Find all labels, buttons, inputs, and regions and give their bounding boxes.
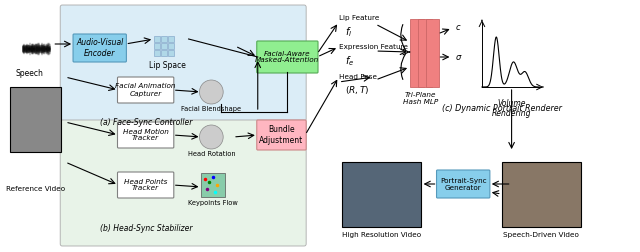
Text: Speech-Driven Video: Speech-Driven Video [503, 232, 579, 238]
Text: (a) Face-Sync Controller: (a) Face-Sync Controller [100, 118, 193, 127]
Text: Head Pose: Head Pose [339, 74, 377, 80]
Bar [502, 162, 580, 227]
Bar [168, 36, 174, 42]
Text: Head Rotation: Head Rotation [188, 151, 235, 157]
Bar [161, 36, 167, 42]
Text: Bundle
Adjustment: Bundle Adjustment [259, 125, 303, 145]
Text: (c) Dynamic Portrait Renderer: (c) Dynamic Portrait Renderer [442, 104, 562, 113]
Text: Portrait-Sync
Generator: Portrait-Sync Generator [440, 177, 486, 191]
Text: Expression Feature: Expression Feature [339, 44, 408, 50]
FancyBboxPatch shape [60, 120, 306, 246]
Bar [426, 19, 440, 87]
FancyBboxPatch shape [60, 5, 306, 121]
FancyBboxPatch shape [257, 120, 306, 150]
Bar [418, 19, 431, 87]
Bar [168, 50, 174, 56]
Bar [202, 173, 225, 197]
Text: High Resolution Video: High Resolution Video [342, 232, 420, 238]
Text: $f_l$: $f_l$ [345, 25, 352, 39]
Text: Volume
Rendering: Volume Rendering [492, 99, 531, 118]
FancyBboxPatch shape [118, 77, 174, 103]
FancyBboxPatch shape [257, 41, 318, 73]
Text: c: c [455, 23, 460, 33]
Text: Reference Video: Reference Video [6, 186, 65, 192]
FancyBboxPatch shape [118, 122, 174, 148]
Text: Keypoints Flow: Keypoints Flow [188, 200, 238, 206]
Circle shape [200, 125, 223, 149]
Text: σ: σ [455, 52, 461, 61]
Text: Tri-Plane
Hash MLP: Tri-Plane Hash MLP [403, 92, 438, 105]
Text: $f_e$: $f_e$ [345, 54, 354, 68]
FancyBboxPatch shape [118, 172, 174, 198]
Text: Audio-Visual
Encoder: Audio-Visual Encoder [76, 38, 124, 58]
FancyBboxPatch shape [436, 170, 490, 198]
Text: Facial Blendshape: Facial Blendshape [181, 106, 241, 112]
Circle shape [200, 80, 223, 104]
Bar [410, 19, 424, 87]
Bar [168, 43, 174, 49]
Text: Lip Feature: Lip Feature [339, 15, 379, 21]
FancyBboxPatch shape [73, 34, 126, 62]
Text: Speech: Speech [15, 69, 44, 78]
Text: Lip Space: Lip Space [149, 61, 186, 70]
Text: Facial-Aware
Masked-Attention: Facial-Aware Masked-Attention [255, 50, 319, 64]
Text: (b) Head-Sync Stabilizer: (b) Head-Sync Stabilizer [100, 224, 193, 233]
Bar [161, 50, 167, 56]
Text: Head Points
Tracker: Head Points Tracker [124, 178, 167, 192]
Bar [154, 43, 160, 49]
Bar [161, 43, 167, 49]
Text: Facial Animation
Capturer: Facial Animation Capturer [115, 83, 176, 97]
Text: $(R, T)$: $(R, T)$ [345, 84, 369, 96]
Bar [342, 162, 420, 227]
Bar [154, 36, 160, 42]
Bar [154, 50, 160, 56]
Text: Head Motion
Tracker: Head Motion Tracker [123, 129, 168, 142]
Bar [10, 87, 61, 152]
